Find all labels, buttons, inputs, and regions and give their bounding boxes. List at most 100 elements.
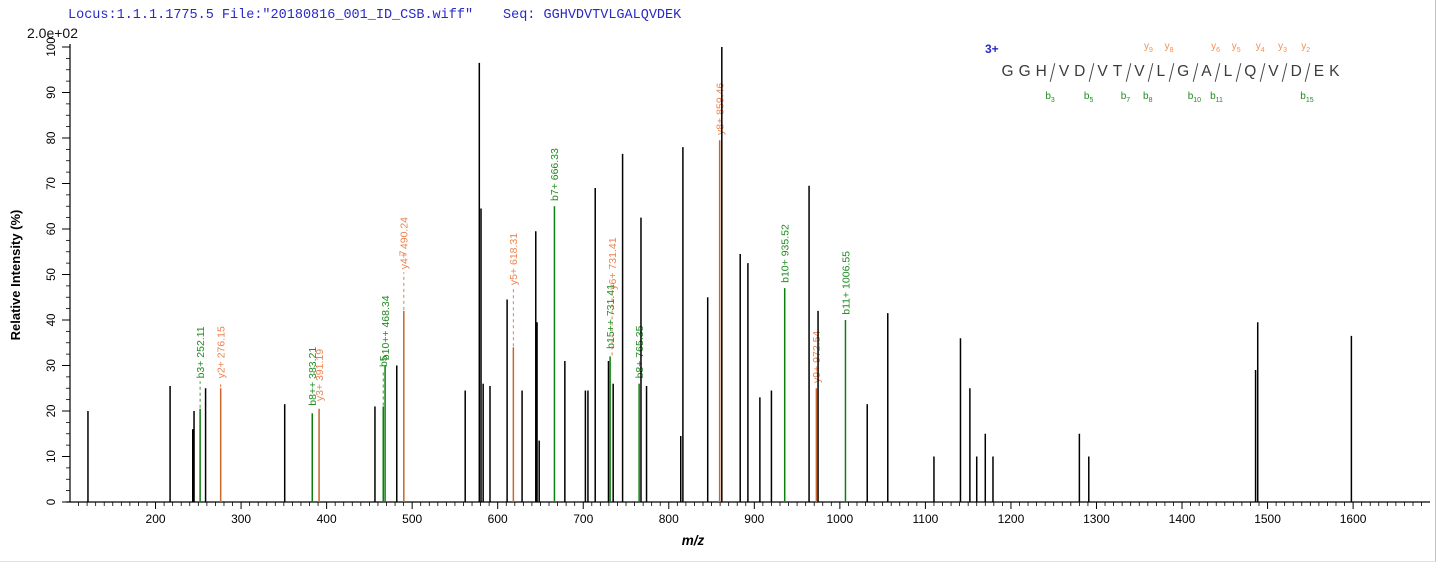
residue: G	[1001, 63, 1014, 80]
y-ion-label: y3	[1278, 41, 1287, 54]
peak-label: y3+ 391.19	[314, 349, 326, 401]
cut-mark-icon	[1214, 63, 1221, 82]
y-ion-label: y8	[1164, 41, 1174, 54]
fragment-cut: y9 b8	[1143, 41, 1154, 104]
cut-mark-icon	[1147, 63, 1154, 82]
y-ion-label: y6	[1211, 41, 1220, 54]
fragment-cut: b3	[1045, 54, 1056, 104]
fragment-cut: y4	[1256, 41, 1266, 90]
x-tick-label: 800	[659, 512, 679, 526]
x-tick-label: 1100	[912, 512, 938, 526]
peak-label: b15++ 731.41	[605, 284, 617, 349]
fragment-cut: b5	[1084, 54, 1095, 104]
intensity-scale-max: 2.0e+02	[27, 25, 78, 41]
y-ion-label: y5	[1231, 41, 1241, 54]
b-ion-label: b10	[1187, 91, 1202, 104]
peak-label: b8+ 765.35	[634, 325, 646, 378]
fragment-cut: b7	[1121, 54, 1132, 104]
residue: D	[1074, 63, 1086, 80]
residue: K	[1329, 63, 1340, 80]
x-tick-label: 1200	[998, 512, 1025, 526]
b-ion-label: b11	[1210, 91, 1223, 104]
peak-label: b7+ 666.33	[549, 148, 561, 201]
b-ion-label: b7	[1120, 91, 1131, 104]
y-tick-label: 0	[46, 499, 58, 505]
peak-label: y5+ 618.31	[508, 233, 520, 285]
x-tick-label: 300	[231, 512, 251, 526]
b-ion-label: b8	[1143, 91, 1153, 104]
y-tick-label: 80	[46, 132, 58, 145]
y-tick-label: 90	[46, 86, 58, 99]
residue: H	[1035, 63, 1047, 80]
residue: V	[1097, 63, 1108, 80]
x-tick-label: 600	[488, 512, 508, 526]
x-tick-label: 200	[146, 512, 166, 526]
fragment-cut: y8	[1165, 41, 1175, 90]
fragment-cut: y5	[1232, 41, 1242, 90]
y-tick-label: 100	[46, 37, 58, 56]
cut-mark-icon	[1235, 63, 1242, 82]
cut-mark-icon	[1125, 63, 1132, 82]
peak-label: y2+ 276.15	[215, 326, 227, 378]
residue: Q	[1244, 63, 1257, 80]
y-tick-label: 40	[46, 314, 58, 327]
residue: V	[1058, 63, 1070, 80]
fragment-cut: b10	[1188, 54, 1201, 104]
residue: V	[1268, 63, 1279, 80]
x-tick-label: 1400	[1169, 512, 1196, 526]
y-ion-label: y4	[1255, 41, 1265, 54]
residue: E	[1313, 63, 1325, 80]
peak-label: b11+ 1006.55	[840, 251, 852, 315]
y-tick-label: 70	[46, 177, 58, 190]
residue: V	[1134, 63, 1145, 80]
residue: G	[1018, 63, 1031, 80]
locus-file-text: Locus:1.1.1.1775.5 File:"20180816_001_ID…	[68, 8, 474, 23]
b-ion-label: b15	[1300, 91, 1314, 104]
peak-label: b10+ 935.52	[780, 224, 792, 283]
cut-mark-icon	[1281, 63, 1288, 82]
y-tick-label: 20	[46, 405, 58, 418]
cut-mark-icon	[1192, 63, 1199, 82]
residue: L	[1156, 63, 1166, 80]
x-tick-label: 1300	[1083, 512, 1110, 526]
residue: L	[1223, 63, 1233, 80]
b-ion-label: b3	[1045, 91, 1055, 104]
sequence-text: Seq: GGHVDVTVLGALQVDEK	[503, 8, 682, 23]
x-tick-label: 400	[317, 512, 337, 526]
precursor-charge: 3+	[985, 42, 999, 56]
cut-mark-icon	[1305, 63, 1311, 82]
y-tick-label: 10	[46, 450, 58, 463]
residue: D	[1290, 63, 1302, 80]
y-tick-label: 50	[46, 268, 58, 281]
header-bar: Locus:1.1.1.1775.5 File:"20180816_001_ID…	[0, 8, 1435, 28]
fragment-cut: y6 b11	[1210, 41, 1223, 104]
x-tick-label: 900	[744, 512, 764, 526]
peak-label: y4+ 490.24	[399, 217, 411, 269]
x-tick-label: 1000	[827, 512, 854, 526]
y-ion-label: y9	[1144, 41, 1153, 54]
stray-label-fragment: 7	[398, 250, 410, 256]
residue: G	[1177, 63, 1190, 80]
cut-mark-icon	[1168, 63, 1175, 82]
cut-mark-icon	[1259, 63, 1266, 82]
x-tick-label: 500	[402, 512, 422, 526]
peak-label: b5	[378, 355, 390, 367]
y-ion-label: y2	[1301, 41, 1311, 54]
y-axis-title: Relative Intensity (%)	[8, 210, 23, 341]
fragment-cut: y3	[1278, 41, 1288, 90]
fragment-cut: y2 b15	[1300, 41, 1313, 104]
peak-label: b10++ 468.34	[380, 295, 392, 360]
y-tick-label: 60	[46, 223, 58, 236]
cut-mark-icon	[1088, 63, 1095, 82]
x-axis-title: m/z	[682, 533, 705, 548]
peak-label: b8++ 383.21	[307, 347, 319, 406]
peak-label: y9+ 972.54	[811, 331, 823, 383]
residue: T	[1112, 63, 1123, 80]
cut-mark-icon	[1050, 63, 1056, 82]
x-tick-label: 700	[573, 512, 593, 526]
x-tick-label: 1600	[1340, 512, 1367, 526]
peak-label: b3+ 252.11	[195, 326, 207, 378]
